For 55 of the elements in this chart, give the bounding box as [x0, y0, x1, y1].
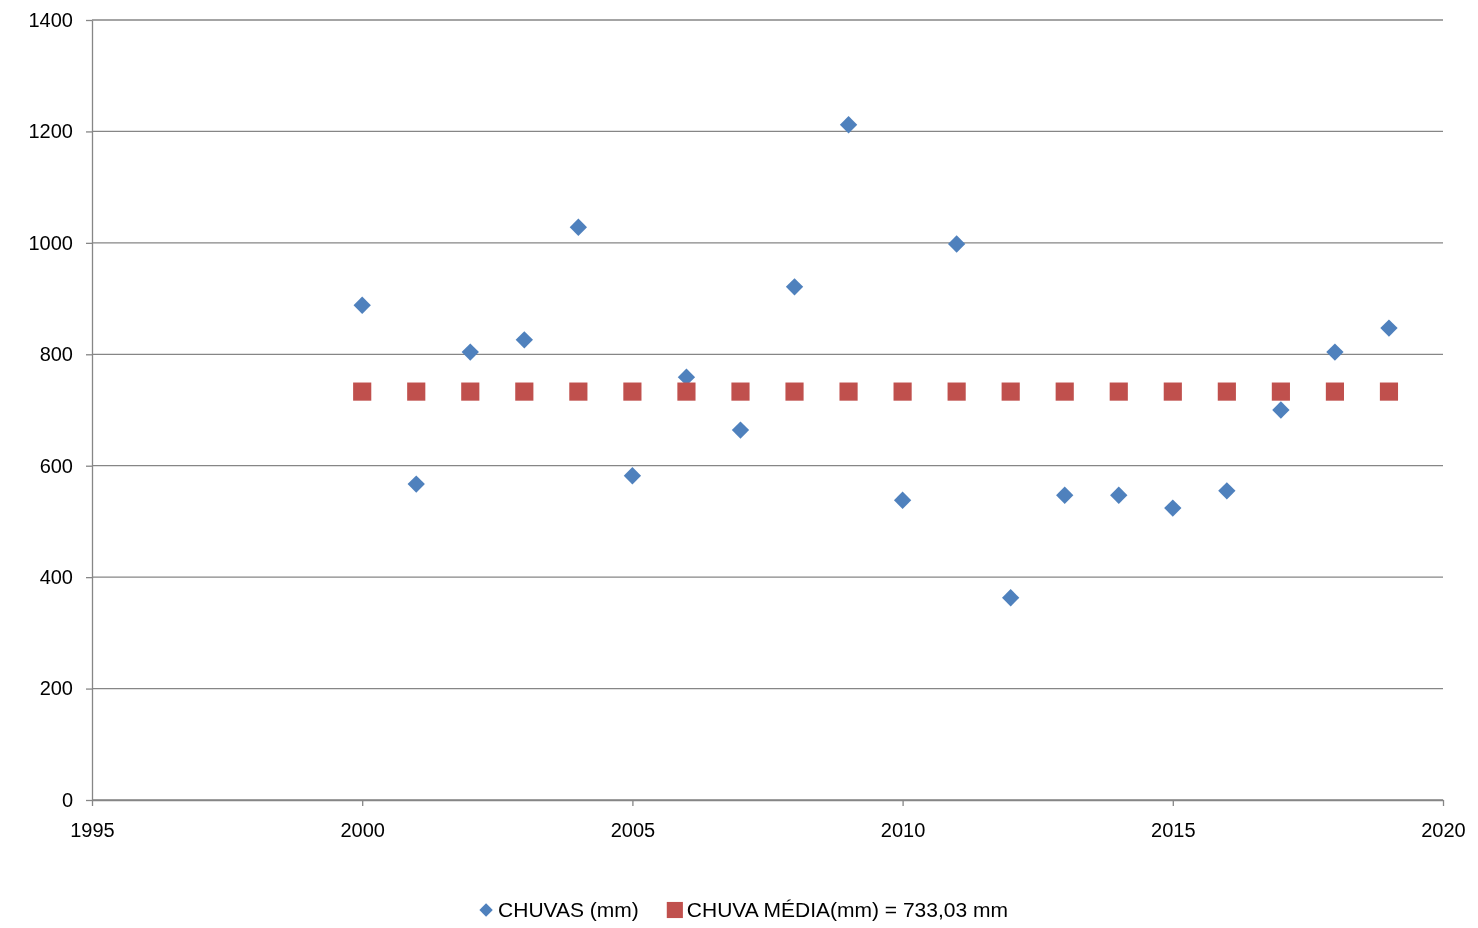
point — [407, 382, 426, 401]
point — [1325, 382, 1344, 401]
point — [569, 382, 588, 401]
point — [785, 278, 804, 296]
y-tick-label: 0 — [61, 788, 73, 811]
point — [1218, 482, 1236, 500]
point — [1164, 499, 1182, 517]
point — [623, 382, 642, 401]
point — [947, 382, 966, 401]
point — [353, 382, 372, 401]
point — [1002, 589, 1020, 607]
point — [1001, 382, 1020, 401]
y-tick-label: 800 — [39, 343, 73, 366]
y-tick-label: 1400 — [28, 8, 73, 31]
point — [515, 382, 534, 401]
x-tick-label: 2005 — [610, 819, 656, 841]
point — [461, 382, 480, 401]
point — [1110, 486, 1128, 504]
point — [785, 382, 804, 401]
point — [407, 475, 425, 493]
point — [1056, 486, 1074, 504]
point — [1326, 343, 1344, 361]
y-tick-label: 400 — [39, 566, 73, 589]
point — [461, 343, 479, 361]
x-tick-label: 2010 — [880, 819, 926, 841]
legend-label: CHUVA MÉDIA(mm) = 733,03 mm — [686, 898, 1008, 922]
point — [731, 421, 750, 439]
x-tick-label: 2000 — [340, 819, 385, 841]
point — [1055, 382, 1074, 401]
point — [893, 382, 912, 401]
point — [623, 467, 642, 485]
point — [1272, 401, 1290, 419]
point — [569, 218, 588, 236]
point — [731, 382, 750, 401]
point — [353, 296, 371, 314]
y-tick-label: 600 — [39, 454, 73, 477]
x-tick-label: 1995 — [70, 819, 115, 841]
point — [1379, 382, 1399, 401]
point — [515, 331, 533, 349]
point — [893, 491, 912, 509]
y-tick-label: 1000 — [28, 231, 73, 254]
point — [947, 235, 966, 253]
point — [1109, 382, 1128, 401]
point — [1217, 382, 1236, 401]
point — [677, 382, 696, 401]
point — [1380, 319, 1398, 337]
legend-label: CHUVAS (mm) — [498, 898, 639, 922]
point — [839, 116, 858, 134]
point — [1163, 382, 1182, 401]
point — [1271, 382, 1290, 401]
y-tick-label: 1200 — [28, 120, 73, 143]
y-tick-label: 200 — [39, 677, 73, 700]
x-tick-label: 2015 — [1151, 819, 1196, 841]
point — [839, 382, 858, 401]
x-tick-label: 2020 — [1421, 819, 1466, 841]
